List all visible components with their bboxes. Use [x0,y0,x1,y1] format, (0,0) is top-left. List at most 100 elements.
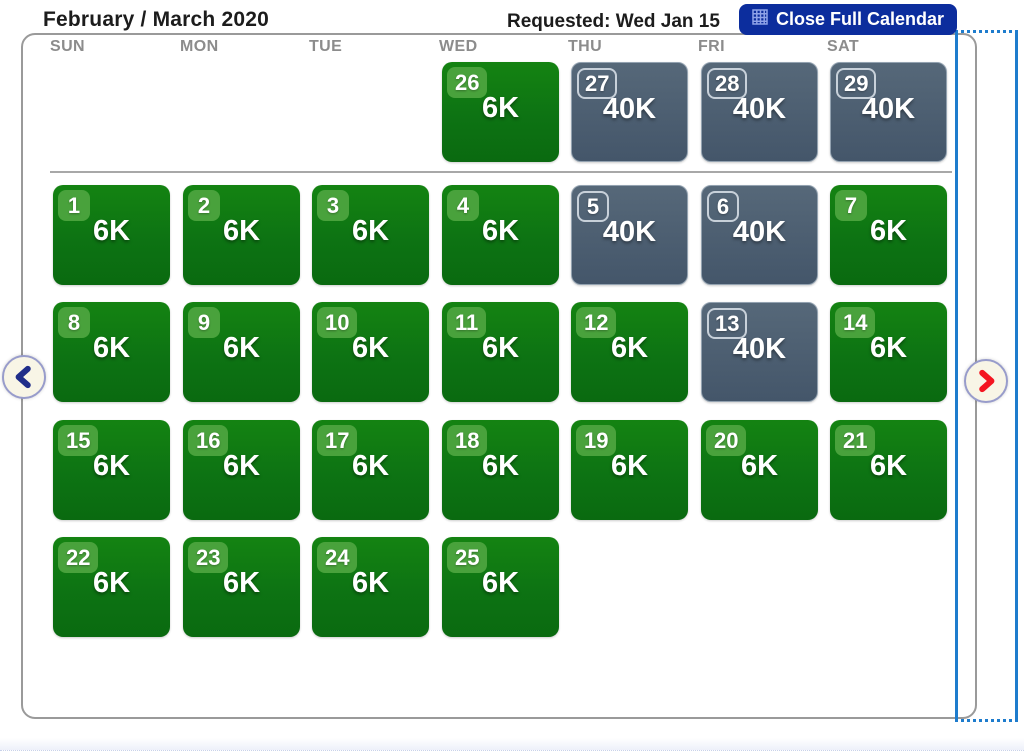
day-number-badge: 7 [835,190,867,222]
calendar-cell-18[interactable]: 18 6K [442,420,559,520]
chevron-right-icon [973,368,999,394]
calendar-cell-29[interactable]: 29 40K [830,62,947,162]
day-number-badge: 1 [58,190,90,222]
chevron-left-icon [11,364,37,390]
day-number-badge: 29 [836,68,877,100]
calendar-cell-7[interactable]: 7 6K [830,185,947,285]
calendar-cell-6[interactable]: 6 40K [701,185,818,285]
calendar-cell-14[interactable]: 14 6K [830,302,947,402]
cell-miles-value: 6K [869,332,908,364]
cell-miles-value: 6K [610,332,649,364]
previous-month-button[interactable] [2,355,46,399]
cell-miles-value: 6K [92,567,131,599]
day-header-sun: SUN [50,38,85,55]
cell-miles-value: 6K [481,450,520,482]
day-number-badge: 24 [317,542,358,574]
calendar-cell-9[interactable]: 9 6K [183,302,300,402]
cell-miles-value: 6K [222,215,261,247]
day-number-badge: 14 [835,307,876,339]
day-header-thu: THU [568,38,603,55]
day-number-badge: 26 [447,67,488,99]
day-number-badge: 5 [577,191,609,223]
day-number-badge: 9 [188,307,220,339]
cell-miles-value: 40K [602,93,657,125]
day-number-badge: 15 [58,425,99,457]
cell-miles-value: 6K [92,215,131,247]
calendar-cell-25[interactable]: 25 6K [442,537,559,637]
calendar-cell-17[interactable]: 17 6K [312,420,429,520]
day-number-badge: 23 [188,542,229,574]
calendar-cell-23[interactable]: 23 6K [183,537,300,637]
day-number-badge: 6 [707,191,739,223]
cell-miles-value: 6K [481,332,520,364]
day-number-badge: 12 [576,307,617,339]
cell-miles-value: 40K [861,93,916,125]
calendar-panel: SUN MON TUE WED THU FRI SAT 26 6K 27 40K 28 40K 29 40… [21,33,977,719]
cell-miles-value: 6K [222,567,261,599]
cell-miles-value: 6K [610,450,649,482]
requested-date-label: Requested: Wed Jan 15 [507,11,720,32]
cell-miles-value: 6K [740,450,779,482]
cell-miles-value: 6K [351,332,390,364]
calendar-cell-1[interactable]: 1 6K [53,185,170,285]
cell-miles-value: 6K [92,332,131,364]
cell-miles-value: 6K [481,215,520,247]
day-number-badge: 10 [317,307,358,339]
day-number-badge: 13 [707,308,748,340]
cell-miles-value: 6K [222,450,261,482]
calendar-cell-15[interactable]: 15 6K [53,420,170,520]
cell-miles-value: 40K [732,93,787,125]
day-number-badge: 11 [447,307,487,339]
cell-miles-value: 6K [481,567,520,599]
day-number-badge: 16 [188,425,229,457]
calendar-cell-11[interactable]: 11 6K [442,302,559,402]
cell-miles-value: 6K [869,215,908,247]
day-header-wed: WED [439,38,478,55]
day-number-badge: 17 [317,425,358,457]
cell-miles-value: 40K [732,333,787,365]
page-title: February / March 2020 [43,8,269,31]
calendar-cell-5[interactable]: 5 40K [571,185,688,285]
day-number-badge: 21 [835,425,876,457]
cell-miles-value: 6K [481,92,520,124]
cell-miles-value: 6K [351,450,390,482]
calendar-cell-4[interactable]: 4 6K [442,185,559,285]
calendar-cell-2[interactable]: 2 6K [183,185,300,285]
calendar-cell-27[interactable]: 27 40K [571,62,688,162]
calendar-grid-icon [752,9,768,30]
day-number-badge: 2 [188,190,220,222]
day-number-badge: 27 [577,68,618,100]
day-number-badge: 28 [707,68,748,100]
calendar-cell-21[interactable]: 21 6K [830,420,947,520]
calendar-cell-20[interactable]: 20 6K [701,420,818,520]
day-header-fri: FRI [698,38,725,55]
next-month-button[interactable] [964,359,1008,403]
close-full-calendar-button[interactable]: Close Full Calendar [739,4,958,35]
calendar-cell-8[interactable]: 8 6K [53,302,170,402]
day-number-badge: 25 [447,542,488,574]
day-header-sat: SAT [827,38,860,55]
calendar-cell-26[interactable]: 26 6K [442,62,559,162]
calendar-cell-28[interactable]: 28 40K [701,62,818,162]
calendar-cell-10[interactable]: 10 6K [312,302,429,402]
calendar-cell-12[interactable]: 12 6K [571,302,688,402]
day-number-badge: 22 [58,542,99,574]
calendar-cell-19[interactable]: 19 6K [571,420,688,520]
day-number-badge: 4 [447,190,479,222]
day-number-badge: 20 [706,425,747,457]
day-number-badge: 8 [58,307,90,339]
calendar-cell-3[interactable]: 3 6K [312,185,429,285]
cell-miles-value: 6K [351,215,390,247]
month-separator-line [50,171,952,173]
calendar-cell-24[interactable]: 24 6K [312,537,429,637]
calendar-cell-16[interactable]: 16 6K [183,420,300,520]
cell-miles-value: 6K [869,450,908,482]
bottom-page-divider [0,738,1024,751]
day-number-badge: 19 [576,425,617,457]
calendar-cell-22[interactable]: 22 6K [53,537,170,637]
day-number-badge: 18 [447,425,488,457]
cell-miles-value: 6K [222,332,261,364]
calendar-cell-13[interactable]: 13 40K [701,302,818,402]
close-full-calendar-label: Close Full Calendar [776,9,945,29]
cell-miles-value: 6K [351,567,390,599]
